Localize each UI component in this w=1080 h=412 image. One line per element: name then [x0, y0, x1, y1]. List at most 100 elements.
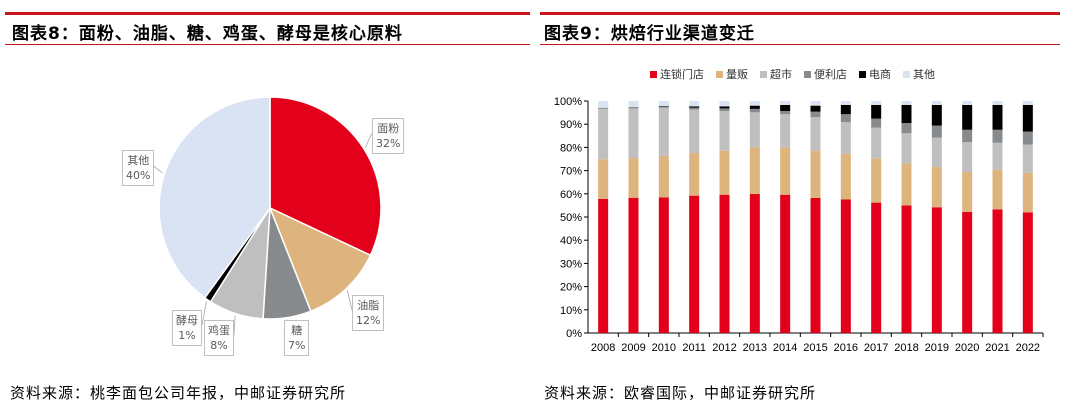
bar-segment-超市 [871, 127, 882, 159]
pie-label-name: 糖 [291, 324, 303, 337]
legend-swatch [650, 71, 657, 78]
pie-label-value: 32% [376, 137, 401, 150]
bar-segment-量贩 [1022, 172, 1033, 213]
bar-segment-量贩 [628, 158, 639, 198]
bar-segment-量贩 [658, 155, 669, 198]
y-tick-label: 90% [560, 119, 582, 131]
right-source-note: 资料来源：欧睿国际，中邮证券研究所 [544, 384, 817, 402]
y-tick-label: 40% [560, 235, 582, 247]
x-tick-label: 2014 [773, 342, 797, 354]
bar-segment-连锁门店 [780, 194, 791, 333]
pie-label-value: 1% [178, 329, 196, 342]
pie-data-label: 油脂 12% [352, 295, 385, 331]
bar-segment-连锁门店 [992, 209, 1003, 333]
bar-segment-量贩 [749, 147, 760, 195]
bar-segment-其他 [992, 101, 1003, 105]
bar-segment-其他 [780, 101, 791, 105]
x-tick-label: 2008 [591, 342, 615, 354]
bar-segment-其他 [1022, 101, 1033, 105]
pie-leader-line [233, 315, 236, 336]
y-tick-label: 30% [560, 258, 582, 270]
bar-segment-超市 [992, 142, 1003, 170]
pie-slice-5 [158, 96, 271, 299]
pie-chart [151, 96, 382, 336]
pie-label-name: 油脂 [357, 299, 380, 312]
bar-segment-便利店 [628, 107, 639, 109]
bar-segment-便利店 [1022, 131, 1033, 145]
bar-segment-电商 [871, 104, 882, 119]
pie-leader-line [201, 301, 207, 326]
bar-segment-其他 [840, 101, 851, 105]
bar-segment-电商 [780, 104, 791, 111]
y-tick-label: 0% [566, 328, 582, 340]
x-tick-label: 2016 [834, 342, 858, 354]
pie-data-label: 糖 7% [284, 320, 310, 356]
bar-segment-其他 [628, 101, 639, 108]
x-tick-label: 2021 [985, 342, 1009, 354]
right-title-rule [540, 44, 1060, 45]
bar-segment-便利店 [780, 110, 791, 115]
bar-segment-连锁门店 [810, 197, 821, 333]
bar-segment-便利店 [810, 111, 821, 118]
x-tick-label: 2018 [894, 342, 918, 354]
legend-item: 便利店 [804, 66, 847, 82]
x-tick-label: 2013 [743, 342, 767, 354]
bar-segment-便利店 [840, 114, 851, 123]
bar-segment-超市 [901, 133, 912, 164]
bar-segment-量贩 [689, 152, 700, 196]
bar-segment-量贩 [598, 159, 609, 199]
bar-segment-电商 [931, 104, 942, 126]
bar-segment-电商 [658, 106, 669, 107]
bar-segment-超市 [598, 108, 609, 160]
bar-segment-电商 [749, 105, 760, 109]
bar-segment-连锁门店 [962, 211, 973, 333]
bar-segment-连锁门店 [1022, 212, 1033, 333]
x-tick-label: 2015 [803, 342, 827, 354]
bar-segment-量贩 [962, 171, 973, 212]
y-tick-label: 10% [560, 305, 582, 317]
bar-segment-其他 [658, 101, 669, 107]
bar-segment-超市 [962, 142, 973, 172]
bar-segment-连锁门店 [931, 207, 942, 333]
bar-segment-电商 [719, 106, 730, 109]
x-tick-label: 2011 [682, 342, 706, 354]
legend-label: 量贩 [726, 68, 748, 81]
pie-data-label: 其他 40% [122, 150, 155, 186]
pie-label-name: 面粉 [377, 122, 400, 135]
bar-segment-电商 [689, 106, 700, 108]
pie-data-label: 面粉 32% [372, 118, 405, 154]
pie-label-value: 40% [126, 169, 151, 182]
bar-segment-电商 [1022, 104, 1033, 132]
legend-item: 超市 [760, 66, 792, 82]
bar-segment-量贩 [901, 163, 912, 206]
legend-item: 电商 [859, 66, 891, 82]
bar-segment-便利店 [719, 108, 730, 111]
bar-segment-超市 [931, 137, 942, 167]
y-tick-label: 50% [560, 212, 582, 224]
legend-label: 其他 [913, 68, 935, 81]
bar-segment-超市 [780, 114, 791, 148]
bar-segment-超市 [719, 110, 730, 151]
pie-slice-1 [268, 206, 372, 313]
bar-segment-超市 [658, 107, 669, 156]
legend-item: 量贩 [716, 66, 748, 82]
x-tick-label: 2012 [712, 342, 736, 354]
y-tick-label: 100% [554, 96, 582, 108]
bar-segment-电商 [992, 104, 1003, 130]
bar-segment-其他 [962, 101, 973, 105]
bar-segment-其他 [719, 101, 730, 107]
bar-segment-量贩 [871, 158, 882, 203]
bar-segment-超市 [1022, 144, 1033, 173]
legend-swatch [716, 71, 723, 78]
bar-segment-便利店 [749, 108, 760, 113]
pie-label-value: 12% [356, 314, 381, 327]
bar-segment-量贩 [780, 147, 791, 195]
bar-segment-连锁门店 [840, 199, 851, 333]
bar-segment-便利店 [931, 125, 942, 138]
pie-label-value: 8% [210, 339, 228, 352]
bar-segment-其他 [931, 101, 942, 105]
pie-label-name: 酵母 [176, 314, 198, 327]
bar-segment-其他 [901, 101, 912, 105]
bar-segment-便利店 [689, 107, 700, 110]
x-tick-label: 2020 [955, 342, 979, 354]
